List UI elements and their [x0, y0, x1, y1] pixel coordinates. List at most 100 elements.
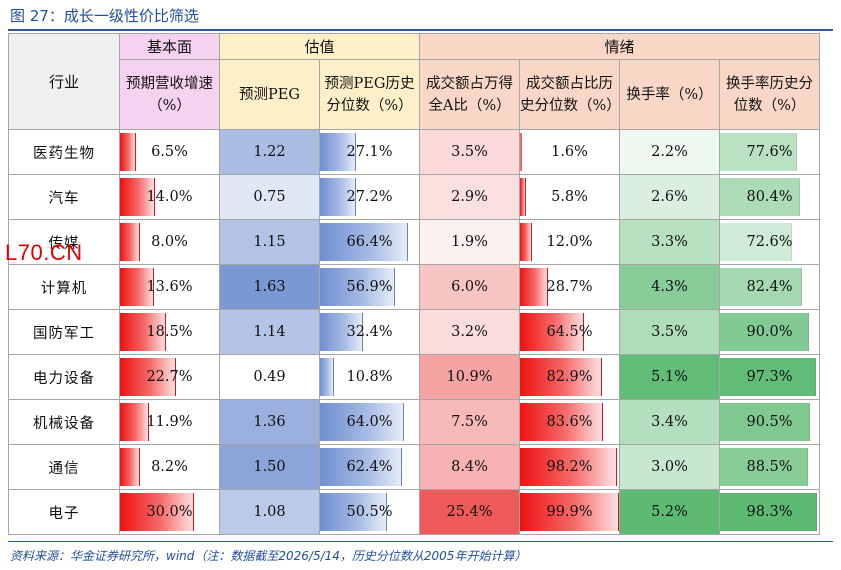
cell-pegpct: 56.9% [318, 264, 421, 310]
cell-value: 2.9% [451, 189, 488, 205]
cell-peg: 1.14 [219, 309, 320, 355]
col-header-revenue-growth: 预期营收增速（%） [119, 59, 220, 130]
industry-name: 电力设备 [8, 354, 120, 400]
cell-sharepct: 28.7% [519, 264, 621, 310]
cell-pegpct: 62.4% [318, 444, 421, 490]
col-header-turnover-share: 成交额占万得全A比（%） [419, 59, 521, 130]
cell-sharepct: 83.6% [519, 399, 621, 445]
cell-share: 3.5% [419, 129, 521, 175]
data-bar [320, 493, 387, 531]
cell-sharepct: 12.0% [519, 219, 621, 265]
cell-rate: 2.6% [619, 174, 721, 220]
col-header-turnover-rate-percentile: 换手率历史分位数（%） [719, 59, 821, 130]
industry-name: 电子 [8, 489, 120, 535]
cell-rev: 18.5% [119, 309, 220, 355]
data-bar [120, 313, 166, 351]
cell-ratepct: 72.6% [719, 219, 821, 265]
cell-value: 25.4% [446, 504, 493, 520]
industry-header: 行业 [8, 33, 120, 130]
cell-value: 1.9% [451, 234, 488, 250]
cell-value: 1.50 [253, 459, 286, 475]
cell-value: 1.15 [253, 234, 286, 250]
watermark-text: L70.CN [5, 240, 83, 265]
data-bar [120, 448, 141, 486]
cell-value: 97.3% [746, 369, 793, 385]
data-bar [720, 313, 810, 351]
source-note: 资料来源：华金证券研究所，wind（注：数据截至2026/5/14，历史分位数从… [10, 549, 527, 563]
cell-value: 3.2% [451, 324, 488, 340]
data-bar [320, 178, 356, 216]
col-header-turnover-share-percentile: 成交额占比历史分位数（%） [519, 59, 621, 130]
cell-value: 77.6% [746, 144, 793, 160]
cell-value: 3.3% [651, 234, 688, 250]
col-header-turnover-rate: 换手率（%） [619, 59, 721, 130]
cell-value: 82.9% [546, 369, 593, 385]
cell-value: 1.6% [551, 144, 588, 160]
cell-value: 64.0% [346, 414, 393, 430]
cell-rate: 4.3% [619, 264, 721, 310]
cell-value: 90.5% [746, 414, 793, 430]
table-row: 电子 30.0% 1.08 50.5% 25.4% 99.9% 5.2% 98.3% [8, 489, 821, 535]
cell-sharepct: 5.8% [519, 174, 621, 220]
cell-value: 3.4% [651, 414, 688, 430]
cell-ratepct: 90.5% [719, 399, 821, 445]
data-bar [320, 268, 396, 306]
cell-value: 99.9% [546, 504, 593, 520]
cell-value: 27.2% [346, 189, 393, 205]
cell-share: 10.9% [419, 354, 521, 400]
cell-rev: 22.7% [119, 354, 220, 400]
cell-rev: 14.0% [119, 174, 220, 220]
cell-sharepct: 99.9% [519, 489, 621, 535]
group-header-sentiment: 情绪 [419, 33, 821, 60]
cell-rev: 6.5% [119, 129, 220, 175]
cell-ratepct: 88.5% [719, 444, 821, 490]
table-row: 国防军工 18.5% 1.14 32.4% 3.2% 64.5% 3.5% 90.0% [8, 309, 821, 355]
cell-rate: 3.5% [619, 309, 721, 355]
cell-sharepct: 1.6% [519, 129, 621, 175]
data-bar [120, 223, 140, 261]
industry-name: 通信 [8, 444, 120, 490]
cell-value: 22.7% [146, 369, 193, 385]
data-bar [720, 268, 802, 306]
cell-value: 6.0% [451, 279, 488, 295]
cell-rate: 3.0% [619, 444, 721, 490]
cell-peg: 1.15 [219, 219, 320, 265]
cell-value: 1.08 [253, 504, 286, 520]
industry-name: 计算机 [8, 264, 120, 310]
cell-value: 50.5% [346, 504, 393, 520]
cell-value: 3.0% [651, 459, 688, 475]
cell-value: 83.6% [546, 414, 593, 430]
title-rule [8, 29, 833, 31]
data-bar [520, 448, 618, 486]
data-bar [520, 358, 603, 396]
screening-table: 行业 基本面 估值 情绪 预期营收增速（%） 预测PEG 预测PEG历史分位数（… [8, 33, 821, 535]
cell-value: 80.4% [746, 189, 793, 205]
cell-share: 2.9% [419, 174, 521, 220]
cell-ratepct: 90.0% [719, 309, 821, 355]
data-bar [120, 178, 155, 216]
data-bar [120, 403, 150, 441]
data-bar [320, 403, 405, 441]
industry-name: 汽车 [8, 174, 120, 220]
source-rule [8, 541, 833, 542]
data-bar [720, 493, 818, 531]
cell-value: 5.2% [651, 504, 688, 520]
cell-rate: 3.4% [619, 399, 721, 445]
cell-rate: 5.2% [619, 489, 721, 535]
cell-share: 6.0% [419, 264, 521, 310]
cell-rev: 11.9% [119, 399, 220, 445]
cell-share: 7.5% [419, 399, 521, 445]
cell-value: 98.2% [546, 459, 593, 475]
cell-share: 8.4% [419, 444, 521, 490]
cell-ratepct: 97.3% [719, 354, 821, 400]
cell-pegpct: 10.8% [318, 354, 421, 400]
cell-value: 2.2% [651, 144, 688, 160]
cell-pegpct: 27.2% [318, 174, 421, 220]
cell-ratepct: 77.6% [719, 129, 821, 175]
cell-peg: 1.22 [219, 129, 320, 175]
cell-peg: 1.63 [219, 264, 320, 310]
table-row: 电力设备 22.7% 0.49 10.8% 10.9% 82.9% 5.1% 97.3% [8, 354, 821, 400]
table-row: 机械设备 11.9% 1.36 64.0% 7.5% 83.6% 3.4% 90.5% [8, 399, 821, 445]
data-bar [120, 133, 137, 171]
cell-pegpct: 32.4% [318, 309, 421, 355]
